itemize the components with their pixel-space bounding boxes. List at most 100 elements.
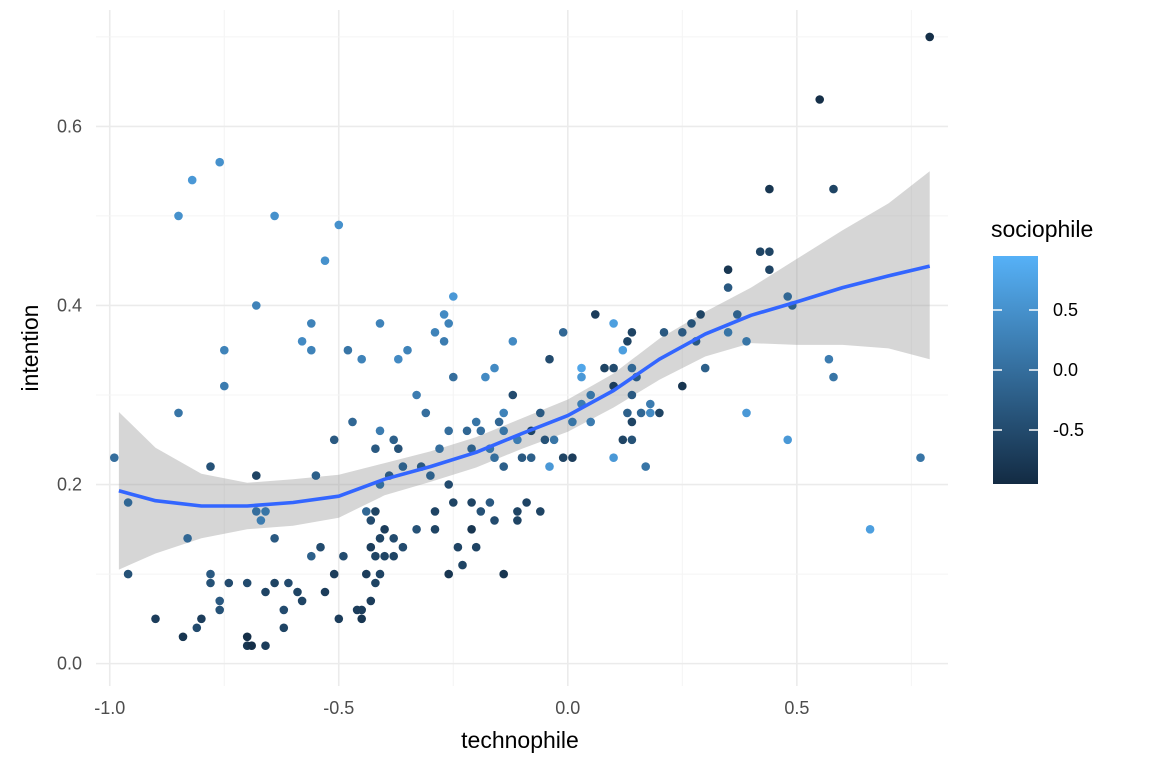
data-point <box>627 363 637 373</box>
data-point <box>636 408 646 418</box>
data-point <box>307 345 316 355</box>
data-point <box>449 292 458 301</box>
data-point <box>586 417 595 427</box>
data-point <box>467 498 476 507</box>
data-point <box>279 605 289 615</box>
data-point <box>467 444 476 454</box>
data-point <box>925 32 934 42</box>
data-point <box>678 381 687 391</box>
data-point <box>659 328 669 337</box>
data-point <box>251 471 261 480</box>
data-point <box>343 345 353 355</box>
data-point <box>609 319 618 328</box>
x-tick-label: 0.5 <box>784 698 809 718</box>
data-point <box>499 569 509 579</box>
data-point <box>435 444 444 454</box>
data-point <box>215 596 224 606</box>
data-point <box>389 534 399 543</box>
data-point <box>334 220 344 230</box>
smooth-trend-line <box>118 264 931 508</box>
data-point <box>123 569 133 579</box>
y-tick-label: 0.2 <box>57 475 82 495</box>
data-point <box>765 247 774 256</box>
legend-tick-label: 0.0 <box>1053 360 1078 380</box>
data-point <box>394 444 403 454</box>
data-point <box>380 551 389 561</box>
data-point <box>123 498 133 507</box>
data-point <box>215 157 224 167</box>
data-point <box>623 337 632 346</box>
data-point <box>206 569 215 579</box>
data-point <box>536 507 545 516</box>
data-point <box>215 605 224 615</box>
data-point <box>348 417 357 427</box>
data-point <box>444 480 454 489</box>
data-point <box>366 542 376 552</box>
data-point <box>197 614 206 624</box>
data-point <box>696 310 705 319</box>
data-point <box>220 381 229 391</box>
data-point <box>540 435 550 445</box>
data-point <box>187 175 197 185</box>
data-point <box>517 453 527 463</box>
data-point <box>375 534 385 543</box>
legend-title: sociophile <box>991 216 1093 242</box>
data-point <box>627 435 637 445</box>
data-point <box>270 211 279 221</box>
data-point <box>251 507 261 516</box>
data-point <box>916 453 925 463</box>
data-point <box>723 328 733 337</box>
data-point <box>481 372 490 382</box>
confidence-ribbon <box>118 171 930 570</box>
data-point <box>279 623 289 633</box>
data-point <box>174 211 183 221</box>
data-point <box>110 453 119 463</box>
data-point <box>398 462 408 471</box>
data-point <box>366 516 376 525</box>
data-point <box>733 310 742 319</box>
data-point <box>490 516 499 525</box>
data-point <box>329 569 339 579</box>
data-point <box>256 516 266 525</box>
data-point <box>206 578 215 588</box>
data-point <box>380 525 389 534</box>
y-axis-title: intention <box>17 305 43 392</box>
data-point <box>357 614 367 624</box>
data-point <box>765 265 774 275</box>
data-point <box>444 569 454 579</box>
data-point <box>499 408 509 418</box>
data-point <box>471 417 481 427</box>
data-point <box>526 453 536 463</box>
color-legend: sociophile 0.5 0.0 -0.5 <box>991 216 1093 484</box>
data-point <box>224 578 234 588</box>
data-point <box>476 426 486 436</box>
data-point <box>334 614 344 624</box>
data-point <box>476 507 486 516</box>
data-point <box>485 498 495 507</box>
data-point <box>499 462 509 471</box>
data-point <box>522 498 531 507</box>
data-point <box>270 578 279 588</box>
data-point <box>375 569 385 579</box>
data-point <box>371 551 380 561</box>
data-point <box>270 534 279 543</box>
data-point <box>183 534 192 543</box>
data-point <box>783 292 792 301</box>
data-point <box>742 337 751 346</box>
data-point <box>261 641 270 650</box>
data-point <box>320 256 330 266</box>
data-point <box>453 542 463 552</box>
data-point <box>600 363 609 373</box>
x-axis-ticks: -1.0 -0.5 0.0 0.5 <box>94 698 809 718</box>
data-point <box>261 587 270 597</box>
data-point <box>627 328 637 337</box>
data-point <box>412 525 421 534</box>
data-point <box>439 310 449 319</box>
data-point <box>251 301 261 310</box>
data-point <box>220 345 229 355</box>
data-point <box>357 354 367 364</box>
data-point <box>297 596 307 606</box>
data-point <box>430 507 440 516</box>
data-point <box>430 328 440 337</box>
